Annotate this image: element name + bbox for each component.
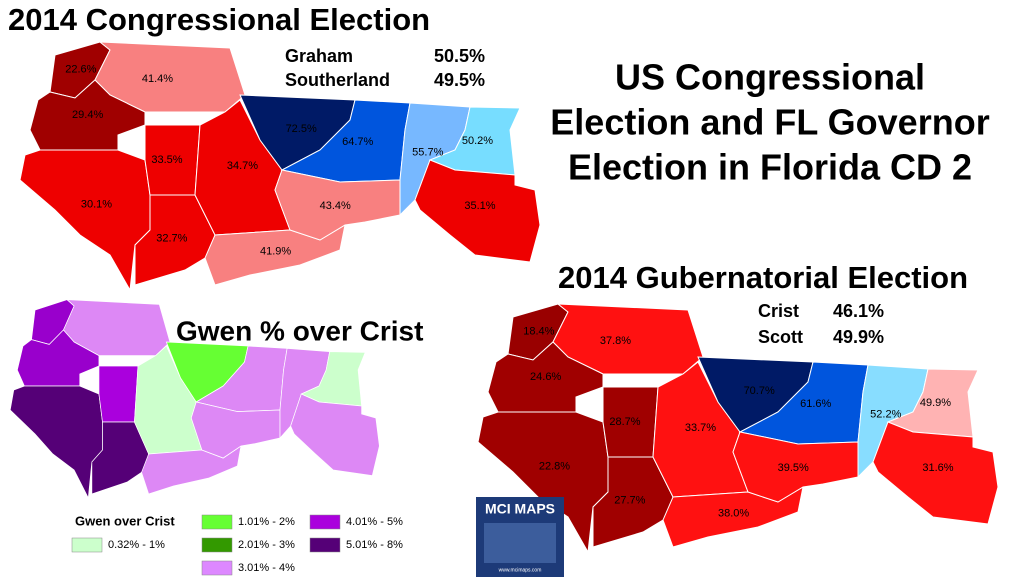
main-title: Election and FL Governor [550, 102, 989, 143]
county-label: 70.7% [744, 385, 775, 397]
candidate-name: Scott [758, 327, 803, 347]
county-label: 35.1% [464, 200, 495, 212]
county [19, 149, 151, 292]
candidate-pct: 50.5% [434, 46, 485, 66]
county-label: 29.4% [72, 109, 103, 121]
county [290, 393, 380, 477]
county-label: 22.6% [65, 63, 96, 75]
county [872, 421, 999, 525]
county-label: 37.8% [600, 335, 631, 347]
logo-name: MCI MAPS [485, 501, 555, 517]
county [98, 365, 139, 423]
county-label: 38.0% [718, 507, 749, 519]
candidate-name: Crist [758, 301, 799, 321]
county-label: 55.7% [412, 147, 443, 159]
county-label: 64.7% [342, 136, 373, 148]
legend-swatch [71, 537, 103, 553]
county [274, 169, 401, 241]
difference-title: Gwen % over Crist [176, 315, 423, 346]
county-label: 30.1% [81, 198, 112, 210]
legend-label: 4.01% - 5% [346, 516, 403, 528]
logo-url: www.mcimaps.com [499, 567, 542, 573]
congressional-title: 2014 Congressional Election [8, 2, 430, 37]
legend-label: 5.01% - 8% [346, 539, 403, 551]
gubernatorial-map: 18.4% 37.8% 24.6% 22.8% 28.7% 27.7% 33.7% 38.0%… [477, 303, 999, 554]
county-label: 41.9% [260, 245, 291, 257]
candidate-pct: 46.1% [833, 301, 884, 321]
difference-map [9, 299, 380, 500]
county [16, 329, 100, 387]
county-label: 22.8% [539, 460, 570, 472]
county [732, 431, 859, 503]
county-label: 27.7% [614, 495, 645, 507]
legend-swatch [201, 514, 233, 530]
legend-swatch [201, 560, 233, 576]
main-title: Election in Florida CD 2 [568, 147, 972, 188]
county-label: 31.6% [922, 462, 953, 474]
legend-label: 2.01% - 3% [238, 539, 295, 551]
county-label: 39.5% [778, 462, 809, 474]
candidate-pct: 49.5% [434, 70, 485, 90]
legend-swatch [201, 537, 233, 553]
legend-title: Gwen over Crist [75, 513, 175, 528]
county-label: 43.4% [320, 200, 351, 212]
county [414, 159, 541, 263]
county-label: 41.4% [142, 73, 173, 85]
gubernatorial-title: 2014 Gubernatorial Election [558, 260, 968, 295]
county-label: 24.6% [530, 371, 561, 383]
county [9, 385, 103, 500]
county-label: 72.5% [286, 123, 317, 135]
county [29, 79, 146, 151]
county-label: 33.5% [151, 154, 182, 166]
county [487, 341, 604, 413]
main-title: US Congressional [615, 57, 925, 98]
candidate-name: Graham [285, 46, 353, 66]
county-label: 28.7% [609, 416, 640, 428]
logo: MCI MAPS www.mcimaps.com [476, 497, 564, 577]
county-label: 52.2% [870, 409, 901, 421]
county-label: 18.4% [523, 325, 554, 337]
legend: 0.32% - 1% 1.01% - 2% 2.01% - 3% 3.01% - 4%… [71, 514, 403, 576]
county-label: 32.7% [156, 233, 187, 245]
county-label: 49.9% [920, 397, 951, 409]
congressional-map: 22.6% 41.4% 29.4% 30.1% 33.5% 32.7% 34.7% 41.9%… [19, 41, 541, 292]
county-label: 50.2% [462, 135, 493, 147]
candidate-name: Southerland [285, 70, 390, 90]
legend-swatch [309, 537, 341, 553]
county [190, 401, 281, 459]
legend-swatch [309, 514, 341, 530]
county-label: 61.6% [800, 398, 831, 410]
maps: 22.6% 41.4% 29.4% 30.1% 33.5% 32.7% 34.7% 41.9%… [9, 41, 999, 554]
legend-label: 1.01% - 2% [238, 516, 295, 528]
legend-label: 3.01% - 4% [238, 562, 295, 574]
county-label: 34.7% [227, 160, 258, 172]
legend-label: 0.32% - 1% [108, 539, 165, 551]
candidate-pct: 49.9% [833, 327, 884, 347]
logo-map [484, 523, 556, 563]
county-label: 33.7% [685, 422, 716, 434]
